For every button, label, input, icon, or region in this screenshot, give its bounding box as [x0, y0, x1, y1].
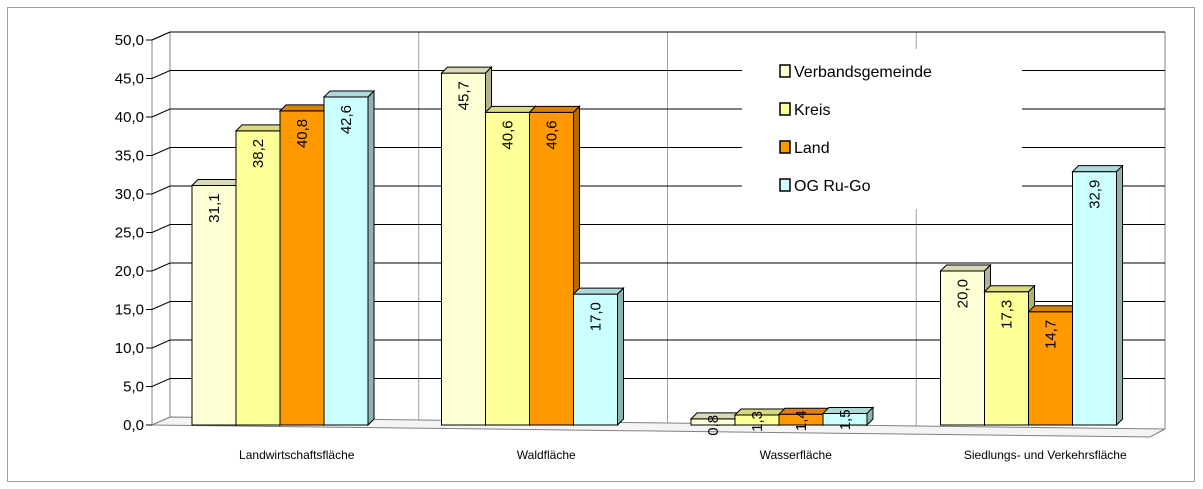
data-label: 17,3: [999, 300, 1016, 329]
y-tick-label: 45,0: [115, 71, 144, 88]
bar-side: [866, 406, 874, 427]
bar: 1,5: [821, 406, 875, 430]
data-label: 32,9: [1087, 180, 1104, 209]
bar-front: [573, 293, 618, 426]
data-label: 0,8: [705, 415, 722, 436]
category-label: Wasserfläche: [760, 448, 833, 462]
data-label: 40,6: [500, 120, 517, 149]
legend-label: Verbandsgemeinde: [794, 64, 932, 81]
gridline: [151, 31, 1165, 41]
bar-front: [279, 110, 325, 426]
bar: 14,7: [1027, 304, 1080, 427]
data-label: 20,0: [955, 279, 972, 308]
legend-label: Kreis: [794, 102, 830, 119]
bar-top: [528, 105, 581, 113]
legend-swatch: [779, 102, 791, 116]
gridline: [151, 224, 1165, 233]
category-label: Waldfläche: [517, 448, 576, 462]
bar-top: [190, 179, 244, 187]
bar-front: [441, 72, 486, 426]
bar-front: [984, 291, 1029, 426]
y-tick-label: 10,0: [115, 340, 144, 357]
legend-item: OG Ru-Go: [779, 178, 871, 195]
bar-side: [617, 286, 624, 427]
bar: 40,6: [528, 105, 581, 427]
bar-front: [323, 96, 369, 426]
bar-top: [572, 287, 625, 295]
bar: 17,0: [572, 286, 625, 427]
data-label: 1,3: [749, 411, 766, 432]
legend-label: Land: [794, 140, 830, 157]
legend-swatch: [779, 64, 791, 78]
y-tick-label: 0,0: [123, 417, 144, 434]
legend: Verbandsgemeinde Kreis Land OG Ru-Go: [742, 49, 1022, 209]
y-axis-ticks: 0,0 5,0 10,0 15,0 20,0 25,0 30,0 35,0 40,0 45,0 50…: [115, 32, 152, 434]
bar: 31,1: [190, 178, 244, 427]
data-label: 38,2: [250, 139, 267, 168]
legend-swatch: [779, 178, 791, 192]
bar: 45,7: [440, 65, 493, 427]
bar-top: [278, 104, 332, 112]
data-label: 17,0: [588, 302, 605, 331]
bar-front: [529, 111, 574, 426]
legend-swatch: [779, 140, 791, 154]
y-tick-label: 40,0: [115, 109, 144, 126]
bar: 20,0: [939, 263, 992, 427]
legend-item: Verbandsgemeinde: [779, 64, 932, 81]
bar: 32,9: [1071, 164, 1124, 427]
data-label: 40,8: [294, 119, 311, 148]
bar: 38,2: [234, 123, 288, 427]
data-label: 1,5: [837, 409, 854, 430]
y-tick-label: 50,0: [115, 32, 144, 49]
bar-top: [1071, 165, 1124, 173]
bar-side: [1116, 164, 1123, 427]
y-tick-label: 35,0: [115, 148, 144, 165]
bar: 17,3: [983, 284, 1036, 427]
bar-top: [1027, 305, 1080, 313]
bar-front: [485, 111, 530, 426]
bar: 40,8: [278, 103, 332, 427]
y-tick-label: 5,0: [123, 379, 144, 396]
data-label: 1,4: [793, 410, 810, 431]
gridline: [151, 378, 1165, 387]
gridline: [151, 339, 1165, 349]
bar-top: [939, 264, 992, 272]
bar-top: [234, 124, 288, 132]
bar-top: [983, 285, 1036, 293]
bar-top: [322, 90, 376, 98]
bars: 31,1 38,2 40,8 42,6 45,7 40,6 40,6 17,0 0,8 1,3 1,…: [190, 65, 1124, 436]
category-label: Landwirtschaftsfläche: [239, 448, 355, 462]
y-tick-label: 25,0: [115, 225, 144, 242]
data-label: 45,7: [456, 81, 473, 110]
bar: 42,6: [322, 89, 376, 427]
bar-top: [440, 66, 493, 74]
legend-label: OG Ru-Go: [794, 178, 871, 195]
data-label: 40,6: [544, 120, 561, 149]
y-tick-label: 30,0: [115, 186, 144, 203]
data-label: 14,7: [1043, 320, 1060, 349]
bar-top: [484, 105, 537, 113]
bar-front: [235, 130, 281, 426]
y-tick-label: 20,0: [115, 263, 144, 280]
category-labels: Landwirtschaftsfläche Waldfläche Wasserflä…: [239, 448, 1127, 462]
bar-side: [367, 89, 375, 427]
legend-item: Kreis: [779, 102, 830, 119]
gridline: [151, 262, 1165, 272]
data-label: 42,6: [338, 105, 355, 134]
gridline: [151, 301, 1165, 310]
bar: 40,6: [484, 105, 537, 427]
category-label: Siedlungs- und Verkehrsfläche: [964, 448, 1127, 462]
y-tick-label: 15,0: [115, 302, 144, 319]
data-label: 31,1: [206, 194, 223, 223]
legend-item: Land: [779, 140, 830, 157]
